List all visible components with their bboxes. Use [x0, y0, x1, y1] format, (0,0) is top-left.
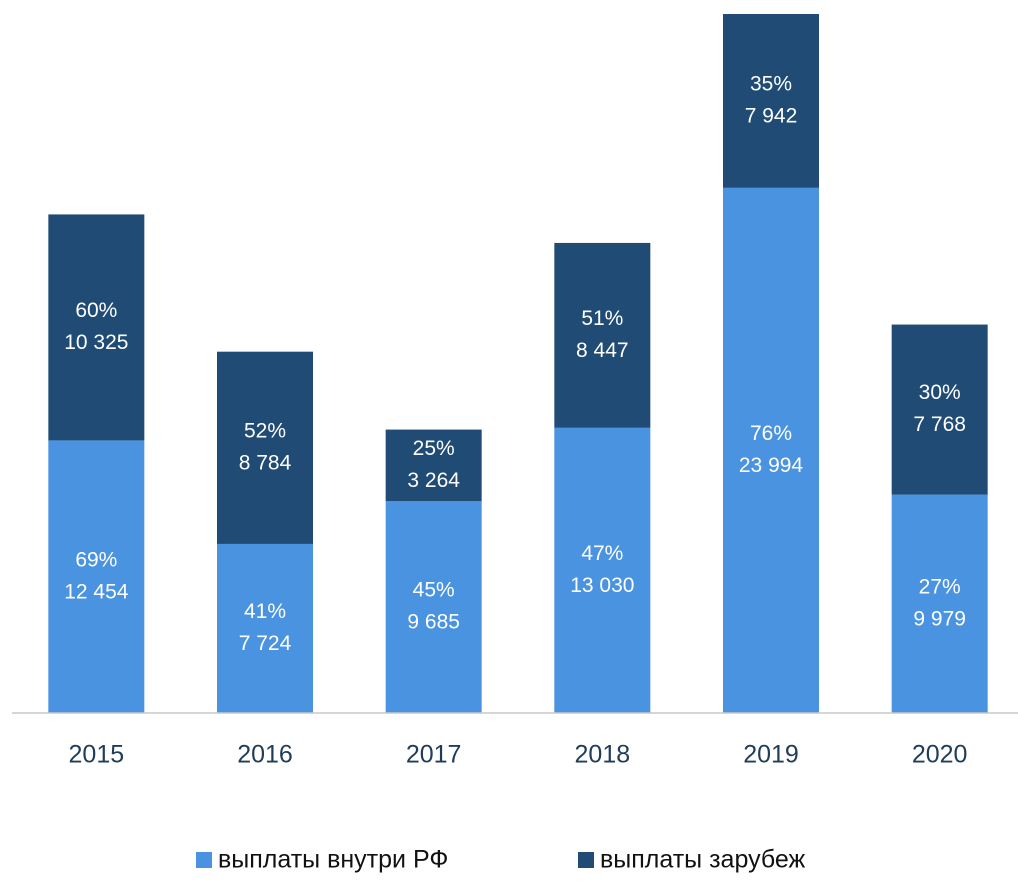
- share-label: 47%: [581, 542, 623, 565]
- value-label: 10 325: [64, 331, 128, 354]
- x-tick-label: 2020: [912, 741, 968, 769]
- bar-segment: [554, 427, 651, 713]
- bar-segment: [385, 429, 482, 502]
- value-label: 23 994: [739, 454, 804, 477]
- value-label: 8 447: [576, 339, 629, 362]
- x-tick-label: 2018: [575, 741, 631, 769]
- x-tick-label: 2015: [69, 741, 125, 769]
- share-label: 51%: [581, 307, 623, 330]
- x-tick-label: 2016: [237, 741, 293, 769]
- legend-swatch: [196, 852, 212, 868]
- share-label: 69%: [75, 548, 117, 571]
- value-label: 8 784: [239, 451, 292, 474]
- value-label: 7 724: [239, 632, 292, 655]
- x-tick-label: 2019: [743, 741, 799, 769]
- legend-swatch: [578, 852, 594, 868]
- bar-segment: [723, 14, 819, 188]
- bar-segment: [48, 214, 145, 441]
- share-label: 60%: [75, 299, 117, 322]
- bar-segment: [723, 187, 819, 714]
- value-label: 9 685: [407, 611, 460, 634]
- value-label: 7 942: [745, 104, 798, 127]
- value-label: 9 979: [913, 607, 966, 630]
- bar-segment: [217, 543, 313, 713]
- bar-segment: [554, 242, 651, 428]
- share-label: 35%: [750, 72, 792, 95]
- share-label: 45%: [413, 579, 455, 602]
- share-label: 27%: [919, 575, 961, 598]
- share-label: 41%: [244, 600, 286, 623]
- legend-label: выплаты зарубеж: [600, 846, 806, 874]
- bar-segment: [891, 494, 988, 713]
- value-label: 12 454: [64, 580, 129, 603]
- share-label: 52%: [244, 419, 286, 442]
- value-label: 13 030: [570, 574, 634, 597]
- share-label: 30%: [919, 381, 961, 404]
- bar-segment: [891, 324, 988, 495]
- share-label: 76%: [750, 422, 792, 445]
- bar-segment: [217, 351, 313, 544]
- legend-label: выплаты внутри РФ: [218, 846, 448, 874]
- share-label: 25%: [413, 437, 455, 460]
- bar-segment: [48, 440, 145, 713]
- value-label: 7 768: [913, 413, 966, 436]
- bar-segment: [385, 501, 482, 713]
- value-label: 3 264: [407, 469, 460, 492]
- x-tick-label: 2017: [406, 741, 462, 769]
